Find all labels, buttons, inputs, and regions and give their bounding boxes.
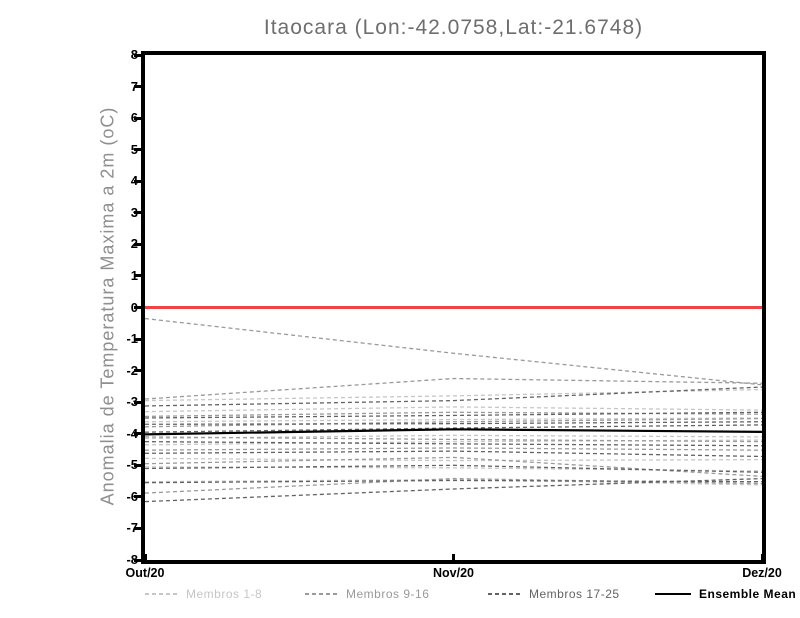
y-tick-label: 8 — [96, 47, 138, 62]
member-line — [145, 436, 762, 443]
y-tick-label: 4 — [96, 173, 138, 188]
y-tick-mark — [134, 242, 141, 246]
y-tick-mark — [134, 400, 141, 404]
x-tick-label: Nov/20 — [433, 566, 474, 580]
member-line — [145, 388, 762, 402]
y-tick-mark — [134, 116, 141, 120]
legend-line-dashed — [145, 593, 178, 595]
member-line — [145, 434, 762, 440]
y-tick-mark — [134, 495, 141, 499]
y-tick-mark — [134, 306, 141, 309]
y-tick-mark — [134, 337, 141, 341]
legend-line-solid — [655, 593, 691, 595]
y-tick-mark — [134, 558, 141, 562]
y-tick-mark — [134, 369, 141, 373]
ensemble-mean-line — [145, 428, 762, 436]
x-tick-mark — [760, 554, 764, 564]
x-tick-mark — [143, 554, 147, 564]
legend-label: Membros 1-8 — [186, 587, 263, 601]
member-line — [145, 317, 762, 386]
y-tick-label: -6 — [126, 488, 138, 504]
y-tick-label: -3 — [126, 394, 138, 410]
y-tick-label: -8 — [126, 552, 138, 567]
y-tick-mark — [134, 274, 141, 278]
member-line — [145, 440, 762, 447]
y-tick-label: 5 — [96, 142, 138, 157]
member-line — [145, 464, 762, 473]
plot-area — [141, 51, 766, 564]
y-tick-label: -2 — [126, 362, 138, 378]
y-tick-label: 2 — [96, 236, 138, 251]
member-line — [145, 417, 762, 423]
member-line — [145, 478, 762, 486]
y-tick-label: 7 — [96, 79, 138, 94]
y-tick-mark — [134, 526, 141, 530]
y-tick-mark — [134, 179, 141, 183]
legend-line-dashed — [305, 593, 338, 595]
y-tick-mark — [134, 432, 141, 436]
x-tick-label: Dez/20 — [742, 566, 782, 580]
y-tick-label: 6 — [96, 110, 138, 125]
y-tick-label: -5 — [126, 457, 138, 473]
legend-label: Ensemble Mean — [699, 587, 797, 601]
y-tick-label: 0 — [96, 300, 138, 315]
y-tick-mark — [134, 463, 141, 467]
y-tick-label: -4 — [126, 425, 138, 441]
legend-label: Membros 17-25 — [529, 587, 620, 601]
y-tick-mark — [134, 148, 141, 152]
y-tick-label: -7 — [126, 520, 138, 536]
member-line — [145, 479, 762, 484]
member-line — [145, 457, 762, 462]
legend-line-dashed — [488, 593, 521, 595]
y-tick-label: 3 — [96, 205, 138, 220]
x-tick-label: Out/20 — [125, 566, 165, 580]
member-line — [145, 424, 762, 433]
member-line — [145, 417, 762, 428]
chart-title: Itaocara (Lon:-42.0758,Lat:-21.6748) — [263, 16, 644, 39]
legend-label: Membros 9-16 — [346, 587, 430, 601]
member-line — [145, 450, 762, 458]
member-line — [145, 421, 762, 425]
y-tick-mark — [134, 85, 141, 89]
y-tick-label: -1 — [126, 331, 138, 347]
y-tick-label: 1 — [96, 268, 138, 283]
member-line — [145, 386, 762, 407]
y-tick-mark — [134, 211, 141, 215]
member-line — [145, 406, 762, 413]
ensemble-lines-plot — [145, 306, 762, 503]
member-line — [145, 447, 762, 451]
member-line — [145, 477, 762, 503]
x-tick-mark — [452, 554, 455, 564]
member-line — [145, 377, 762, 400]
member-line — [145, 411, 762, 419]
y-tick-mark — [134, 53, 141, 57]
